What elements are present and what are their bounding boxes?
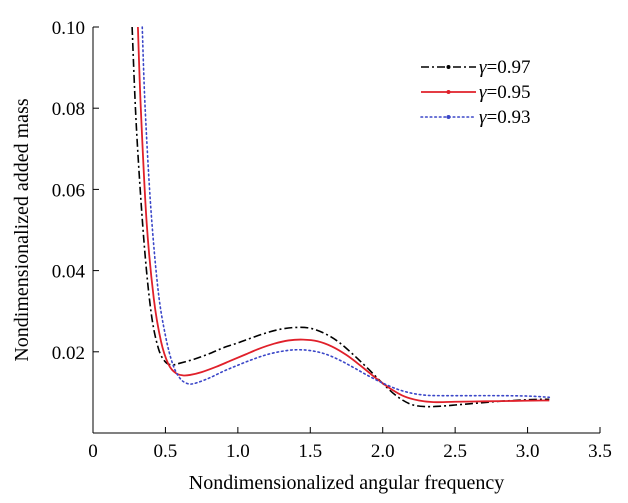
plot-area bbox=[131, 26, 551, 408]
legend: γ=0.97γ=0.95γ=0.93 bbox=[420, 57, 530, 128]
legend-marker-2 bbox=[446, 90, 451, 94]
legend-label-2: γ=0.95 bbox=[479, 82, 530, 103]
series-layer bbox=[131, 26, 551, 408]
x-tick-label: 3.5 bbox=[588, 441, 612, 462]
x-tick-label: 1.0 bbox=[226, 441, 250, 462]
legend-gamma-symbol: γ bbox=[479, 82, 487, 103]
x-axis-title: Nondimensionalized angular frequency bbox=[189, 472, 504, 494]
y-tick-label: 0.08 bbox=[52, 99, 85, 120]
legend-gamma-value: =0.93 bbox=[487, 107, 531, 128]
y-tick-label: 0.04 bbox=[52, 262, 86, 283]
y-axis-title: Nondimensionalized added mass bbox=[11, 98, 33, 361]
legend-label-3: γ=0.93 bbox=[479, 107, 530, 128]
legend-gamma-symbol: γ bbox=[479, 107, 487, 128]
y-tick-label: 0.10 bbox=[52, 18, 85, 39]
legend-gamma-symbol: γ bbox=[479, 57, 487, 78]
legend-marker-3 bbox=[446, 115, 451, 119]
x-tick-label: 2.5 bbox=[443, 441, 467, 462]
x-tick-label: 2.0 bbox=[371, 441, 395, 462]
x-tick-label: 0 bbox=[88, 441, 98, 462]
series-line-3 bbox=[141, 26, 551, 399]
x-tick-label: 3.0 bbox=[516, 441, 540, 462]
x-tick-label: 0.5 bbox=[154, 441, 178, 462]
legend-gamma-value: =0.95 bbox=[487, 82, 531, 103]
x-ticks: 0 0.5 1.0 1.5 2.0 2.5 3.0 3.5 bbox=[88, 427, 612, 462]
legend-marker-1 bbox=[446, 65, 451, 69]
y-tick-label: 0.06 bbox=[52, 180, 85, 201]
y-ticks: 0.02 0.04 0.06 0.08 0.10 bbox=[52, 18, 99, 364]
legend-label-1: γ=0.97 bbox=[479, 57, 530, 78]
y-tick-label: 0.02 bbox=[52, 343, 85, 364]
series-line-1 bbox=[131, 26, 550, 408]
legend-gamma-value: =0.97 bbox=[487, 57, 531, 78]
x-tick-label: 1.5 bbox=[298, 441, 322, 462]
series-line-2 bbox=[137, 26, 550, 404]
